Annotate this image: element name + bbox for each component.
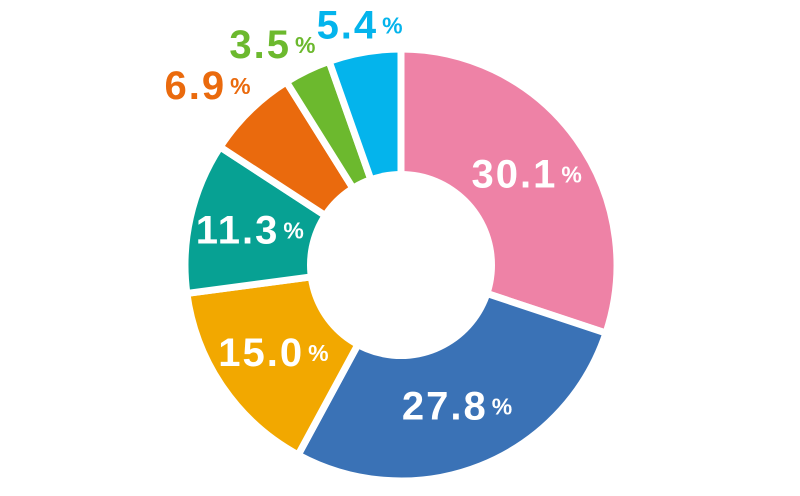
pie-label-5: 3.5% (229, 23, 315, 67)
pie-label-6: 5.4% (317, 4, 403, 48)
pie-label-0: 30.1% (472, 152, 582, 196)
pie-label-3: 11.3% (196, 209, 304, 253)
pie-label-2: 15.0% (218, 331, 328, 375)
donut-hole (307, 171, 495, 359)
pie-label-1: 27.8% (402, 384, 512, 428)
pie-label-4: 6.9% (164, 64, 250, 108)
